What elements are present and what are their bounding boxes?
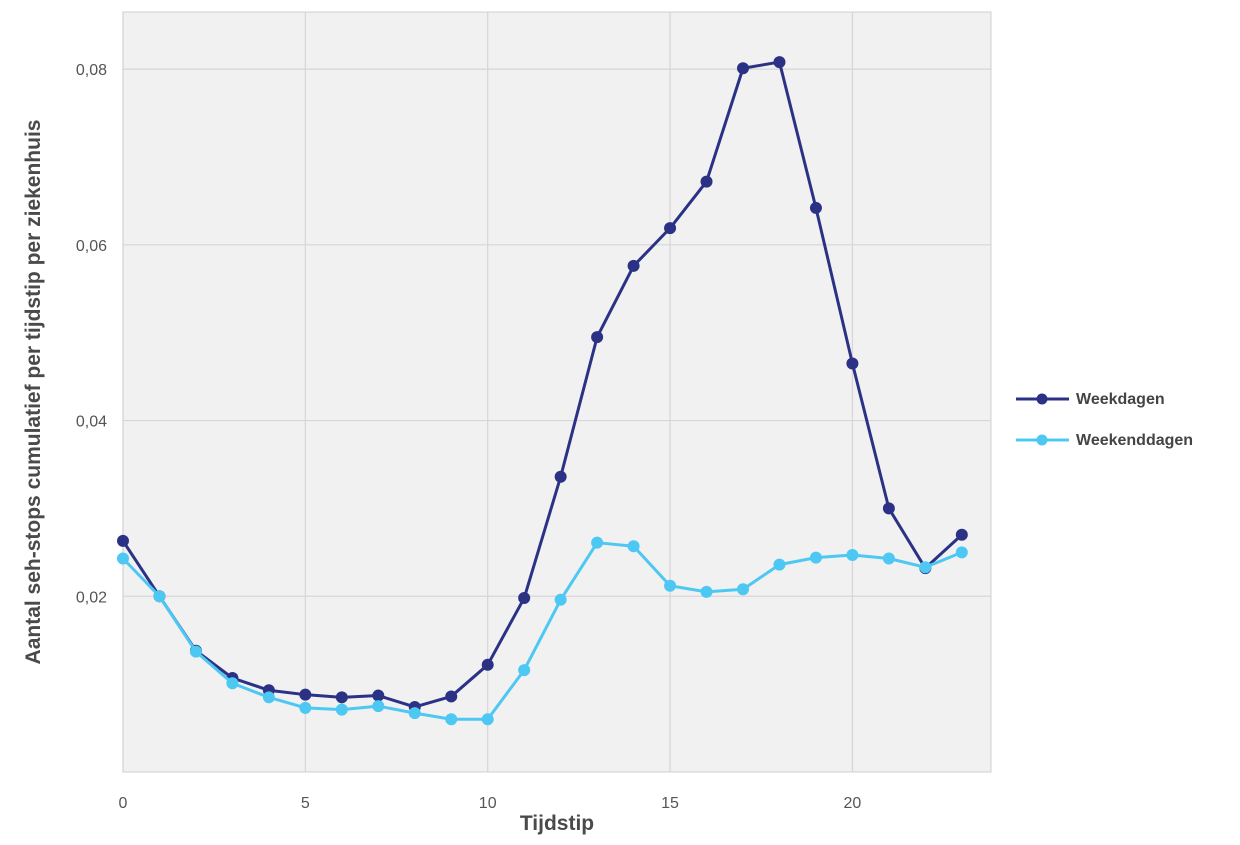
series-weekenddagen (117, 536, 968, 726)
plot-background (123, 12, 991, 772)
data-point (481, 713, 494, 726)
data-point (445, 690, 458, 703)
y-tick-label: 0,02 (76, 589, 107, 606)
data-point (372, 689, 385, 702)
data-point (445, 713, 458, 726)
x-tick-label: 10 (479, 795, 497, 812)
data-point (117, 552, 129, 565)
legend-item: Weekenddagen (1016, 432, 1193, 449)
data-point (226, 677, 239, 690)
x-tick-label: 15 (661, 795, 679, 812)
data-point (627, 540, 640, 553)
data-point (664, 222, 677, 235)
y-tick-label: 0,08 (76, 62, 107, 79)
data-point (299, 688, 312, 701)
data-point (846, 357, 859, 370)
data-point (591, 331, 604, 344)
data-point (554, 593, 567, 606)
data-point (700, 585, 713, 598)
legend-label: Weekdagen (1076, 391, 1165, 408)
series-line (121, 60, 963, 709)
y-tick-label: 0,04 (76, 414, 107, 431)
x-tick-label: 5 (301, 795, 310, 812)
data-point (554, 470, 567, 483)
data-point (335, 703, 348, 716)
series-line (121, 541, 963, 721)
data-point (591, 536, 604, 549)
data-point (737, 583, 749, 596)
data-point (809, 201, 822, 214)
data-point (335, 691, 348, 704)
data-point (955, 546, 968, 559)
data-point (919, 561, 932, 574)
data-point (153, 590, 166, 603)
x-tick-label: 20 (844, 795, 862, 812)
data-point (117, 534, 129, 547)
data-point (299, 701, 312, 714)
data-point (189, 645, 202, 658)
legend: Weekdagen Weekenddagen (1016, 391, 1193, 449)
data-point (882, 502, 895, 515)
data-point (773, 56, 786, 69)
data-point (700, 175, 713, 188)
legend-item: Weekdagen (1016, 391, 1165, 408)
data-point (955, 528, 968, 541)
y-axis-ticks: 0,02 0,04 0,06 0,08 (76, 62, 107, 606)
data-point (627, 259, 640, 272)
legend-label: Weekenddagen (1076, 432, 1193, 449)
y-tick-label: 0,06 (76, 238, 107, 255)
data-point (262, 691, 275, 704)
series-layer (117, 56, 968, 726)
y-axis-title: Aantal seh-stops cumulatief per tijdstip… (22, 120, 45, 665)
plot-border (122, 11, 992, 773)
data-point (882, 552, 895, 565)
data-point (737, 62, 749, 75)
series-weekdagen (117, 56, 968, 713)
data-point (408, 707, 421, 720)
data-point (773, 558, 786, 571)
data-point (518, 664, 531, 677)
data-point (664, 579, 677, 592)
x-tick-label: 0 (119, 795, 128, 812)
data-point (846, 548, 859, 561)
x-axis-ticks: 0 5 10 15 20 (119, 795, 862, 812)
data-point (372, 700, 385, 713)
data-point (809, 551, 822, 564)
legend-marker (1036, 434, 1048, 446)
x-axis-title: Tijdstip (520, 812, 594, 835)
legend-marker (1036, 393, 1048, 405)
data-point (481, 658, 494, 671)
data-point (518, 592, 531, 605)
